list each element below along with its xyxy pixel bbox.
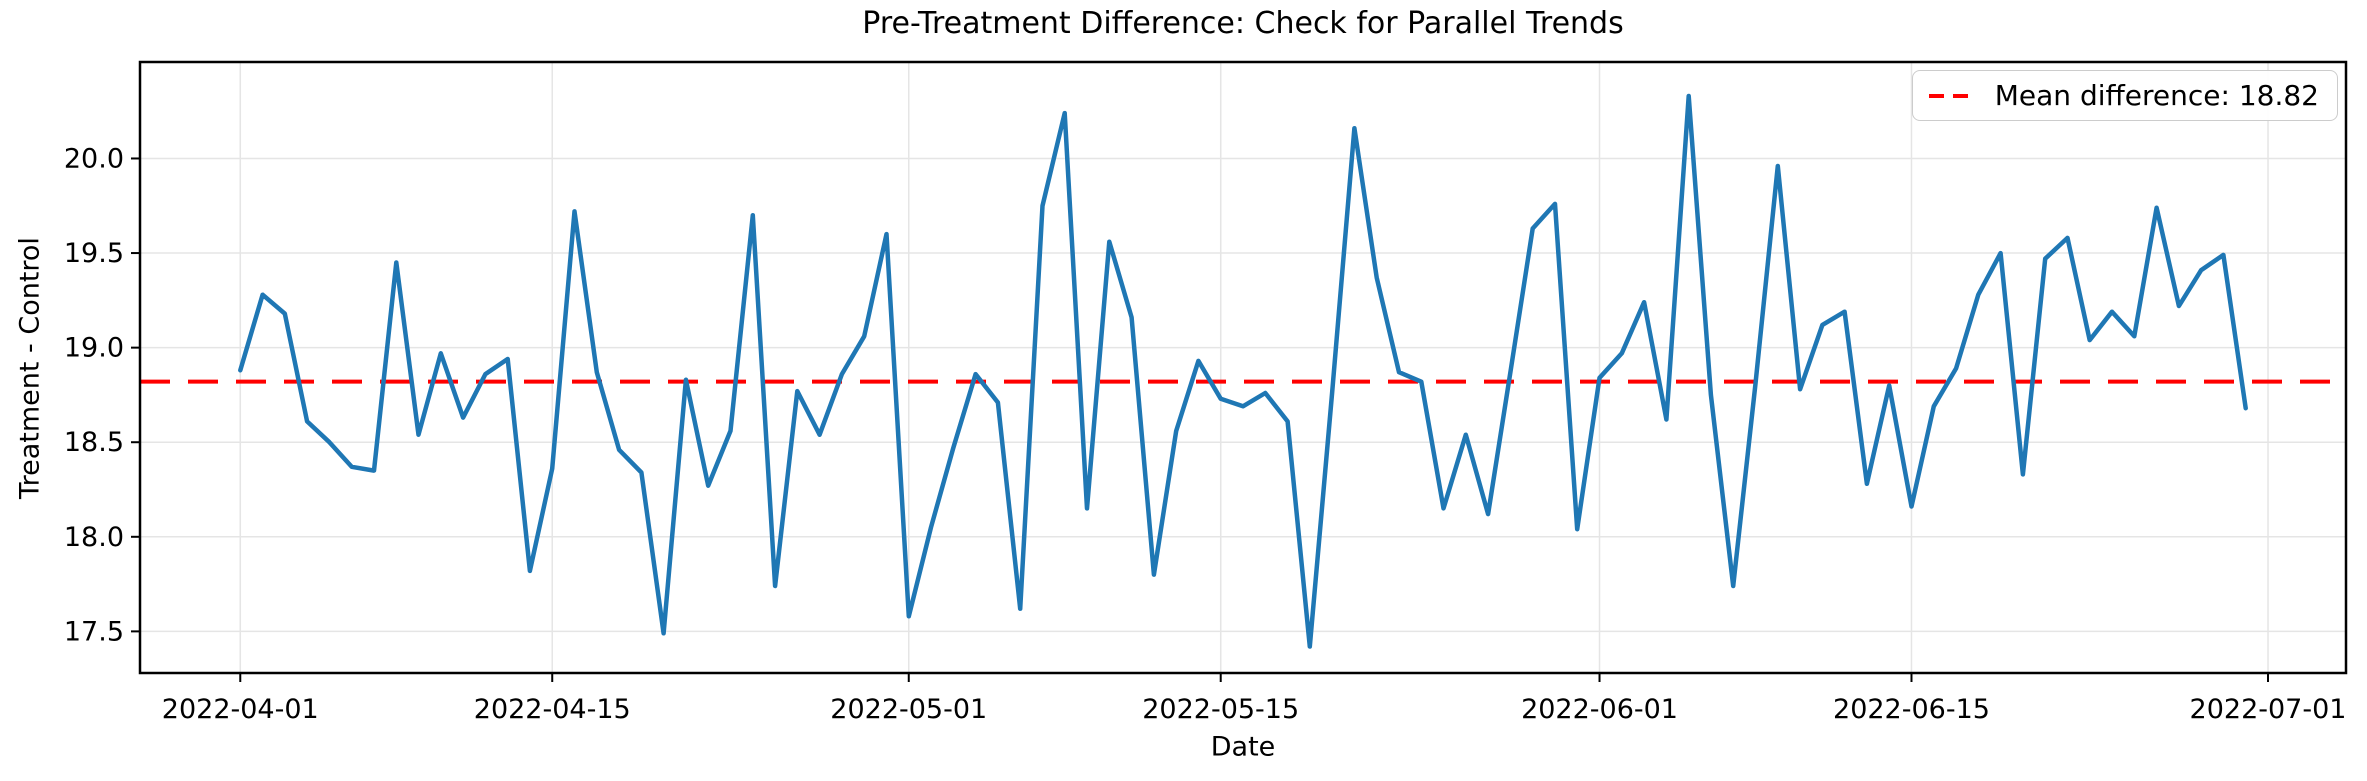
x-tick-label: 2022-04-01	[162, 694, 319, 725]
legend: Mean difference: 18.82	[1911, 70, 2338, 121]
x-tick-label: 2022-05-01	[830, 694, 987, 725]
chart-title: Pre-Treatment Difference: Check for Para…	[862, 6, 1624, 41]
x-tick-label: 2022-04-15	[474, 694, 631, 725]
y-tick-label: 18.0	[64, 522, 124, 553]
y-tick-label: 18.5	[64, 427, 124, 458]
y-tick-label: 19.5	[64, 238, 124, 269]
legend-label: Mean difference: 18.82	[1994, 79, 2319, 112]
x-tick-label: 2022-06-15	[1833, 694, 1990, 725]
mean-line-legend-swatch	[1928, 93, 1977, 98]
y-tick-label: 20.0	[64, 143, 124, 174]
plot-border	[138, 60, 2348, 675]
y-tick-label: 19.0	[64, 333, 124, 364]
x-axis-label: Date	[1210, 731, 1276, 763]
y-tick-label: 17.5	[64, 616, 124, 647]
x-tick-label: 2022-05-15	[1142, 694, 1299, 725]
x-tick-label: 2022-06-01	[1521, 694, 1678, 725]
y-axis-label: Treatment - Control	[14, 237, 46, 499]
difference-series-line	[238, 93, 2248, 649]
x-tick-label: 2022-07-01	[2190, 694, 2347, 725]
